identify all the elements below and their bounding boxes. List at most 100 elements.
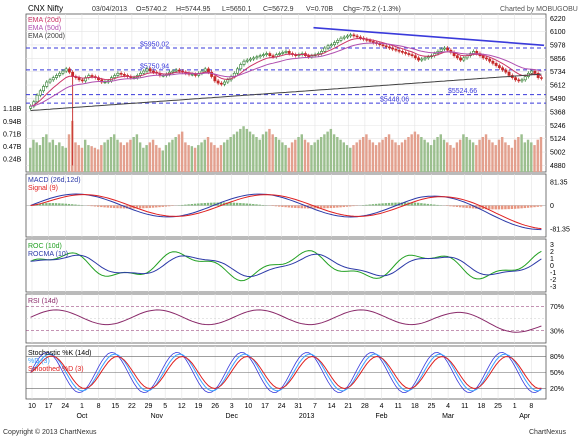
volume-bar	[336, 137, 339, 172]
macd-histogram-bar	[420, 203, 423, 206]
candle-body	[261, 54, 265, 56]
volume-bar	[384, 137, 388, 172]
candle-body	[100, 79, 104, 83]
candle-body	[265, 53, 269, 55]
volume-bar	[426, 142, 430, 172]
macd-histogram-bar	[284, 205, 287, 208]
x-tick-label: 10	[244, 403, 252, 410]
x-tick-label: 28	[361, 403, 369, 410]
support-resistance-levels: $5950.02 $5750.94 $5524.66 $5448.06	[26, 42, 546, 104]
grid-lines	[26, 14, 546, 399]
macd-histogram-bar	[523, 205, 527, 209]
candle-body	[119, 72, 123, 75]
candle-body	[210, 71, 214, 77]
volume-bar	[368, 139, 371, 172]
volume-bar	[310, 145, 313, 172]
price-legend-item: EMA (50d)	[28, 25, 61, 32]
macd-histogram-bar	[352, 205, 355, 207]
volume-bar	[268, 128, 271, 172]
candle-body	[420, 58, 424, 61]
candle-body	[64, 68, 68, 72]
stoch-smoothed-legend-item: Smoothed %D (3)	[28, 366, 84, 373]
price-level-label: $5524.66	[448, 88, 477, 95]
macd-histogram-bar	[303, 205, 307, 209]
volume-bar	[446, 142, 449, 172]
candle-body	[397, 49, 401, 52]
x-tick-label: 25	[428, 403, 436, 410]
candle-body	[394, 48, 398, 51]
volume-bar	[536, 139, 539, 172]
macd-histogram-bar	[520, 205, 523, 209]
candle-body	[391, 47, 395, 50]
macd-histogram-bar	[494, 205, 497, 210]
x-month-label: Nov	[151, 413, 164, 420]
x-tick-label: 26	[211, 403, 219, 410]
roc-tick-label: -3	[550, 284, 556, 291]
price-legend-item: EMA (20d)	[28, 17, 61, 24]
candle-body	[268, 53, 272, 56]
candle-body	[520, 79, 524, 82]
price-level-label: $5950.02	[140, 42, 169, 49]
volume-bar	[210, 142, 213, 172]
volume-bar	[219, 145, 223, 172]
volume-bar	[488, 139, 491, 172]
macd-histogram-bar	[45, 203, 48, 206]
macd-histogram-bar	[287, 205, 291, 208]
volume-bar	[339, 139, 342, 172]
volume-bar	[539, 137, 543, 172]
volume-bar	[45, 134, 48, 172]
macd-histogram-bar	[161, 205, 164, 207]
macd-histogram-bar	[510, 205, 514, 209]
candle-body	[501, 67, 505, 71]
candle-body	[475, 51, 479, 54]
macd-histogram-bar	[436, 204, 439, 206]
macd-histogram-bar	[96, 205, 100, 207]
x-tick-label: 1	[513, 403, 517, 410]
macd-histogram-bar	[290, 205, 294, 208]
macd-histogram-bar	[258, 204, 261, 206]
macd-histogram-bar	[462, 205, 465, 208]
volume-bar	[113, 134, 116, 172]
volume-bar	[222, 142, 226, 172]
macd-histogram-bar	[391, 202, 394, 206]
macd-histogram-bar	[119, 205, 122, 209]
macd-histogram-bar	[319, 205, 323, 209]
candle-body	[514, 77, 517, 81]
price-tick-label: 5368	[550, 109, 566, 116]
volume-bar	[319, 137, 323, 172]
candle-body	[491, 60, 495, 64]
x-tick-label: 12	[178, 403, 186, 410]
x-month-label: Apr	[519, 413, 531, 420]
volume-bar	[41, 137, 45, 172]
x-tick-label: 24	[278, 403, 286, 410]
candle-body	[284, 51, 288, 53]
macd-histogram-bar	[374, 203, 378, 206]
volume-bar	[242, 126, 245, 172]
macd-tick-label: -81.35	[550, 226, 570, 233]
candle-body	[174, 69, 178, 72]
candle-body	[38, 90, 42, 96]
ema-50-line	[30, 42, 542, 107]
x-month-label: Feb	[376, 413, 388, 420]
volume-bar	[523, 142, 527, 172]
macd-histogram-bar	[100, 205, 103, 208]
macd-histogram-bar	[74, 204, 77, 206]
macd-histogram-bar	[180, 204, 184, 206]
volume-bar	[423, 139, 426, 172]
volume-bar	[158, 147, 161, 172]
volume-bar	[264, 131, 268, 172]
volume-bar	[277, 139, 281, 172]
macd-histogram-bar	[458, 205, 462, 208]
macd-histogram-bar	[90, 205, 93, 207]
candle-body	[410, 54, 414, 56]
volume-bar	[287, 147, 291, 172]
volume-bar	[349, 147, 352, 172]
macd-histogram-bar	[51, 203, 55, 206]
macd-histogram-bar	[384, 203, 388, 206]
volume-bar	[449, 145, 452, 172]
candle-body	[226, 79, 230, 83]
volume-bar	[420, 137, 423, 172]
rocma-legend-item: ROCMA (10)	[28, 251, 68, 258]
volume-bar	[316, 139, 320, 172]
macd-histogram-bar	[533, 205, 536, 208]
